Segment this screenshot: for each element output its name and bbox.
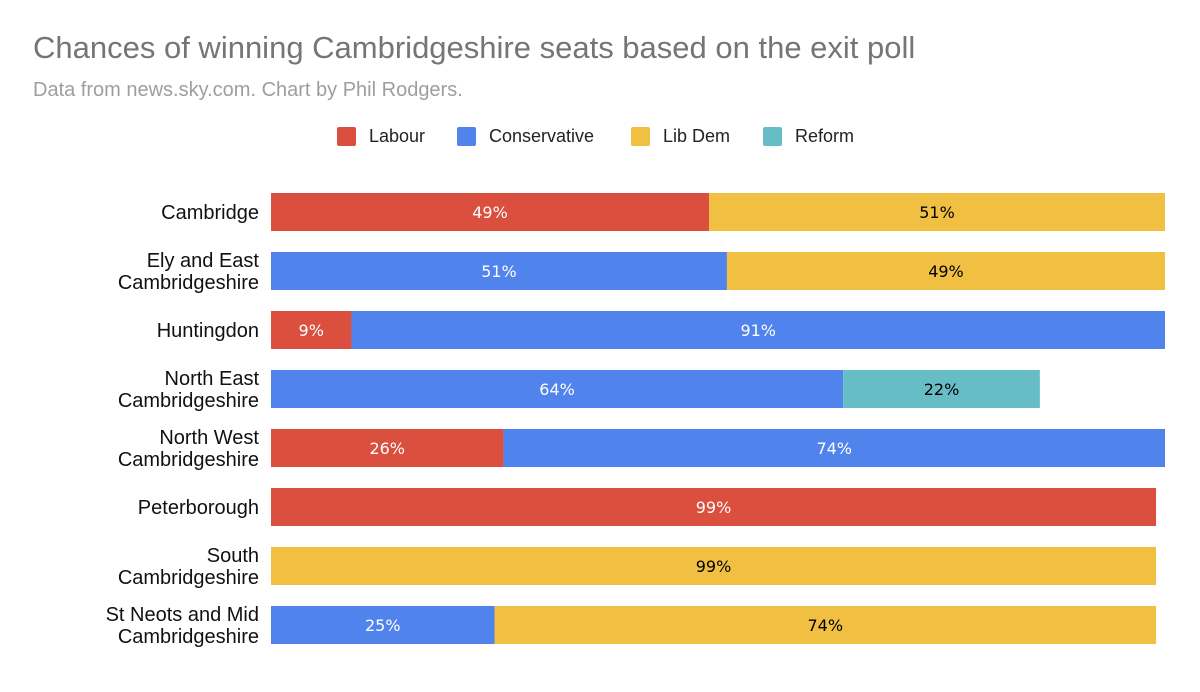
legend-label-lib-dem: Lib Dem [663,126,730,146]
legend-swatch-lib-dem [631,127,650,146]
category-label: St Neots and Mid Cambridgeshire [106,604,259,648]
plot-area: 49% 51% 51% 49% 9% 91% 64% 22% 26% 74% 99% 99% 25% 74… [271,193,1166,644]
data-label: 26% [369,439,405,458]
category-label: North West Cambridgeshire [118,427,260,471]
category-label: Cambridge [161,202,259,224]
bar-conservative [351,311,1166,349]
data-label: 64% [539,380,575,399]
data-label: 51% [919,203,955,222]
data-label: 51% [481,262,517,281]
category-label: North East Cambridgeshire [118,368,260,412]
data-label: 99% [696,557,732,576]
legend: Labour Conservative Lib Dem Reform [337,126,854,146]
chart-subtitle: Data from news.sky.com. Chart by Phil Ro… [33,79,463,101]
legend-label-labour: Labour [369,126,425,146]
data-label: 91% [740,321,776,340]
bar-conservative [503,429,1165,467]
data-label: 74% [816,439,852,458]
bar-lib-dem [709,193,1165,231]
data-label: 49% [928,262,964,281]
bar-lib-dem [494,606,1157,644]
legend-swatch-labour [337,127,356,146]
bar-labour [271,429,504,467]
bar-conservative [271,370,844,408]
bar-labour [271,311,352,349]
category-label: Peterborough [138,497,259,519]
data-label: 9% [299,321,324,340]
legend-label-reform: Reform [795,126,854,146]
bar-conservative [271,606,495,644]
category-label: South Cambridgeshire [118,545,259,589]
legend-label-conservative: Conservative [489,126,594,146]
bar-conservative [271,252,727,290]
category-axis: Cambridge Ely and East Cambridgeshire Hunti… [106,202,260,648]
category-label: Ely and East Cambridgeshire [118,250,260,294]
bar-reform [843,370,1040,408]
data-label: 99% [696,498,732,517]
bar-labour [271,488,1157,526]
chart-title: Chances of winning Cambridgeshire seats … [33,30,916,65]
data-label: 22% [924,380,960,399]
legend-swatch-conservative [457,127,476,146]
bar-labour [271,193,710,231]
bar-lib-dem [726,252,1165,290]
data-label: 25% [365,616,401,635]
legend-swatch-reform [763,127,782,146]
category-label: Huntingdon [157,320,259,342]
data-label: 74% [807,616,843,635]
data-label: 49% [472,203,508,222]
bar-lib-dem [271,547,1157,585]
